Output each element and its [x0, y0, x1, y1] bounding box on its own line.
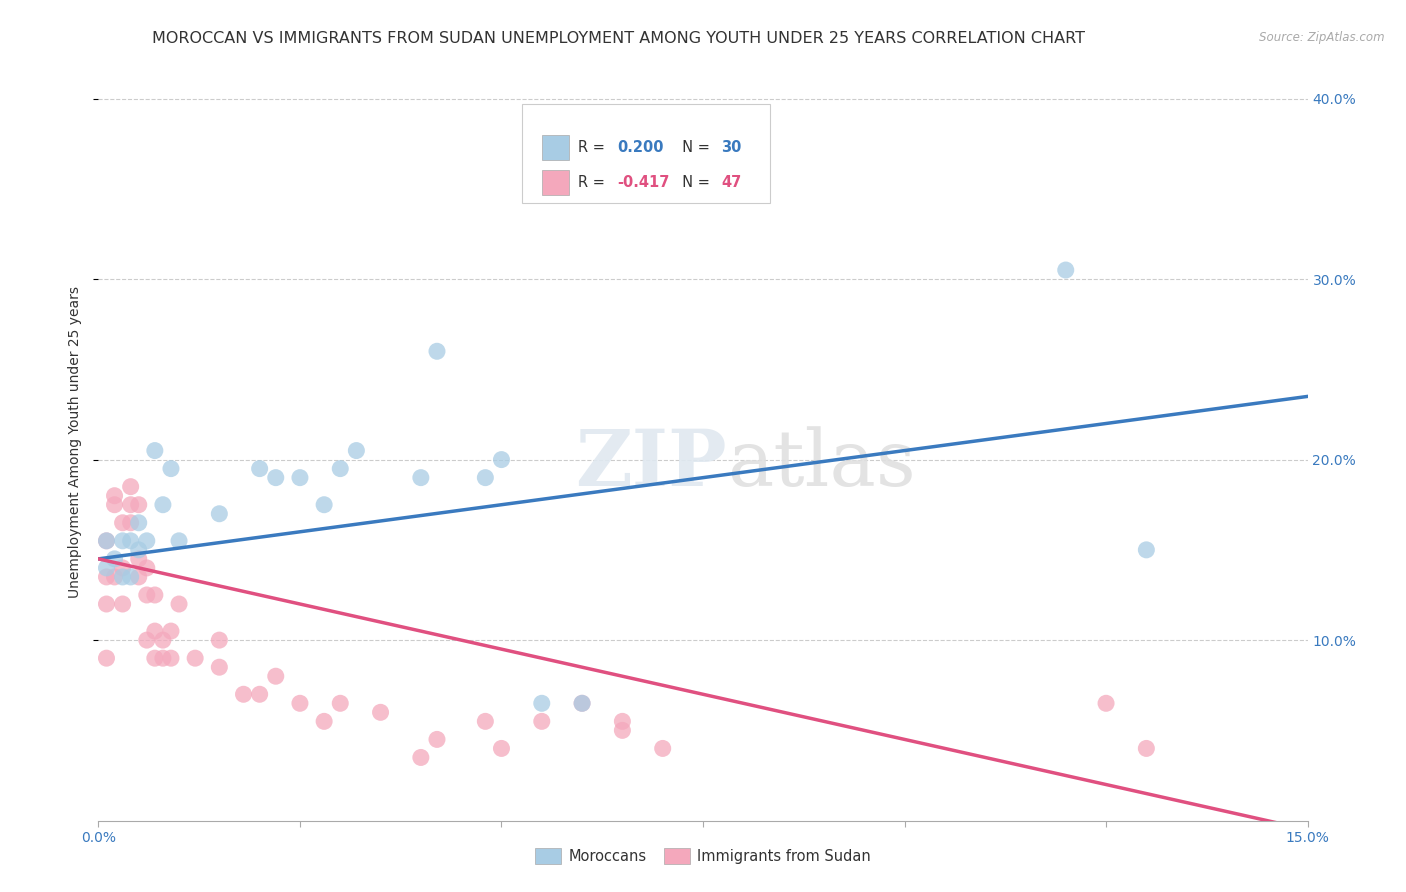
Point [1054, 263, 1077, 277]
Point [264, 470, 287, 484]
Point [571, 696, 593, 710]
Text: atlas: atlas [727, 426, 915, 502]
Point [288, 470, 311, 484]
Point [249, 461, 271, 475]
Point [135, 633, 157, 648]
Bar [543, 169, 569, 194]
Point [264, 669, 287, 683]
Point [612, 714, 634, 729]
Point [128, 542, 150, 557]
Point [96, 651, 118, 665]
Point [96, 533, 118, 548]
Point [474, 714, 496, 729]
Point [167, 597, 190, 611]
Point [111, 516, 134, 530]
Point [128, 552, 150, 566]
Point [184, 651, 207, 665]
Text: 47: 47 [721, 175, 741, 190]
Point [160, 651, 183, 665]
Point [103, 498, 125, 512]
Point [143, 624, 166, 639]
Point [152, 498, 174, 512]
Point [474, 470, 496, 484]
Point [103, 570, 125, 584]
Point [160, 461, 183, 475]
Text: R =: R = [578, 140, 610, 155]
Point [120, 516, 142, 530]
Point [612, 723, 634, 738]
Point [288, 696, 311, 710]
Text: 30: 30 [721, 140, 741, 155]
Point [96, 597, 118, 611]
Point [612, 145, 634, 160]
Point [111, 561, 134, 575]
Point [111, 533, 134, 548]
Legend: Moroccans, Immigrants from Sudan: Moroccans, Immigrants from Sudan [529, 842, 877, 871]
Point [232, 687, 254, 701]
Text: 0.200: 0.200 [617, 140, 664, 155]
Point [167, 533, 190, 548]
Text: N =: N = [673, 175, 714, 190]
Point [96, 570, 118, 584]
Point [208, 507, 231, 521]
Point [491, 741, 513, 756]
Point [651, 741, 673, 756]
Point [530, 714, 553, 729]
Point [329, 461, 352, 475]
Point [152, 633, 174, 648]
Point [111, 597, 134, 611]
Point [135, 561, 157, 575]
Point [426, 344, 449, 359]
Point [530, 696, 553, 710]
Point [249, 687, 271, 701]
Y-axis label: Unemployment Among Youth under 25 years: Unemployment Among Youth under 25 years [69, 285, 83, 598]
Point [152, 651, 174, 665]
Point [491, 452, 513, 467]
Point [128, 516, 150, 530]
Point [314, 498, 336, 512]
Point [329, 696, 352, 710]
Point [314, 714, 336, 729]
Point [120, 480, 142, 494]
Point [103, 552, 125, 566]
Point [103, 489, 125, 503]
Point [135, 588, 157, 602]
Point [143, 651, 166, 665]
Point [571, 696, 593, 710]
Point [160, 624, 183, 639]
Point [409, 470, 432, 484]
Point [128, 570, 150, 584]
Point [120, 498, 142, 512]
Point [120, 570, 142, 584]
Text: N =: N = [673, 140, 714, 155]
Bar [543, 135, 569, 160]
Text: R =: R = [578, 175, 610, 190]
Point [96, 561, 118, 575]
Point [1135, 741, 1157, 756]
Point [426, 732, 449, 747]
Point [1135, 542, 1157, 557]
Point [208, 660, 231, 674]
Point [143, 588, 166, 602]
Point [128, 498, 150, 512]
Text: MOROCCAN VS IMMIGRANTS FROM SUDAN UNEMPLOYMENT AMONG YOUTH UNDER 25 YEARS CORREL: MOROCCAN VS IMMIGRANTS FROM SUDAN UNEMPL… [152, 31, 1085, 46]
Text: -0.417: -0.417 [617, 175, 669, 190]
Point [370, 706, 392, 720]
Point [1095, 696, 1118, 710]
Text: ZIP: ZIP [575, 426, 727, 502]
FancyBboxPatch shape [522, 104, 769, 202]
Point [135, 533, 157, 548]
Point [111, 570, 134, 584]
Point [120, 533, 142, 548]
Point [143, 443, 166, 458]
Text: Source: ZipAtlas.com: Source: ZipAtlas.com [1260, 31, 1385, 45]
Point [344, 443, 367, 458]
Point [409, 750, 432, 764]
Point [96, 533, 118, 548]
Point [208, 633, 231, 648]
